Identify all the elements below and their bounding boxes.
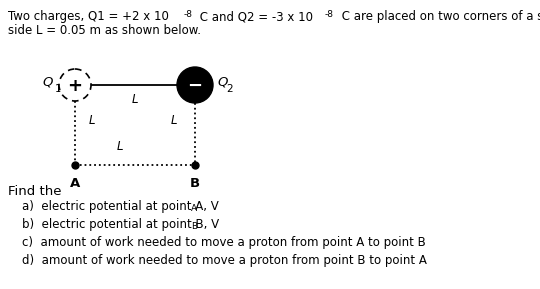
Text: L: L: [89, 114, 96, 127]
Circle shape: [177, 67, 213, 103]
Text: B: B: [191, 222, 197, 231]
Text: -8: -8: [184, 10, 193, 19]
Text: -8: -8: [325, 10, 334, 19]
Text: A: A: [70, 177, 80, 190]
Circle shape: [59, 69, 91, 101]
Text: side L = 0.05 m as shown below.: side L = 0.05 m as shown below.: [8, 24, 201, 37]
Text: Two charges, Q1 = +2 x 10: Two charges, Q1 = +2 x 10: [8, 10, 169, 23]
Text: Find the: Find the: [8, 185, 62, 198]
Text: c)  amount of work needed to move a proton from point A to point B: c) amount of work needed to move a proto…: [22, 236, 426, 249]
Text: B: B: [190, 177, 200, 190]
Text: d)  amount of work needed to move a proton from point B to point A: d) amount of work needed to move a proto…: [22, 254, 427, 267]
Text: Q: Q: [217, 75, 227, 88]
Text: −: −: [187, 77, 202, 95]
Text: L: L: [132, 93, 138, 106]
Text: b)  electric potential at point B, V: b) electric potential at point B, V: [22, 218, 219, 231]
Text: L: L: [171, 114, 177, 127]
Text: L: L: [117, 140, 123, 153]
Text: Q: Q: [43, 75, 53, 88]
Text: 1: 1: [55, 84, 61, 94]
Text: 2: 2: [226, 84, 233, 94]
Text: A: A: [191, 204, 197, 213]
Text: C are placed on two corners of a square of: C are placed on two corners of a square …: [338, 10, 540, 23]
Text: C and Q2 = -3 x 10: C and Q2 = -3 x 10: [196, 10, 313, 23]
Text: +: +: [68, 77, 83, 95]
Text: a)  electric potential at point A, V: a) electric potential at point A, V: [22, 200, 219, 213]
